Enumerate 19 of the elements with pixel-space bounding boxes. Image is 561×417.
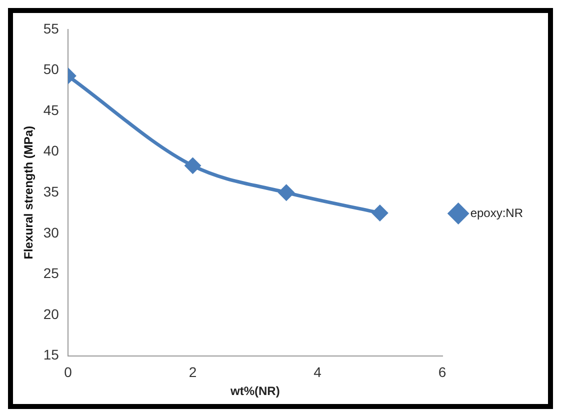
x-axis-title: wt%(NR) (229, 384, 280, 398)
legend-label: epoxy:NR (470, 206, 524, 220)
y-tick-label: 25 (43, 265, 60, 282)
x-tick-label: 4 (314, 364, 322, 380)
point (185, 158, 201, 174)
x-tick-label: 0 (64, 364, 72, 380)
y-tick-label: 35 (43, 183, 60, 200)
y-tick-label: 50 (43, 61, 60, 78)
x-tick-label: 6 (438, 364, 446, 380)
y-axis-title: Flexural strength (MPa) (22, 126, 36, 260)
point (278, 184, 294, 200)
y-tick-label: 40 (43, 142, 60, 159)
y-tick-label: 30 (43, 224, 60, 240)
y-tick-label: 45 (43, 102, 60, 118)
x-tick-label: 2 (188, 364, 197, 380)
point (372, 205, 388, 221)
y-tick-label: 15 (43, 346, 60, 363)
y-tick-label: 20 (43, 306, 60, 322)
y-tick-label: 55 (43, 20, 60, 36)
